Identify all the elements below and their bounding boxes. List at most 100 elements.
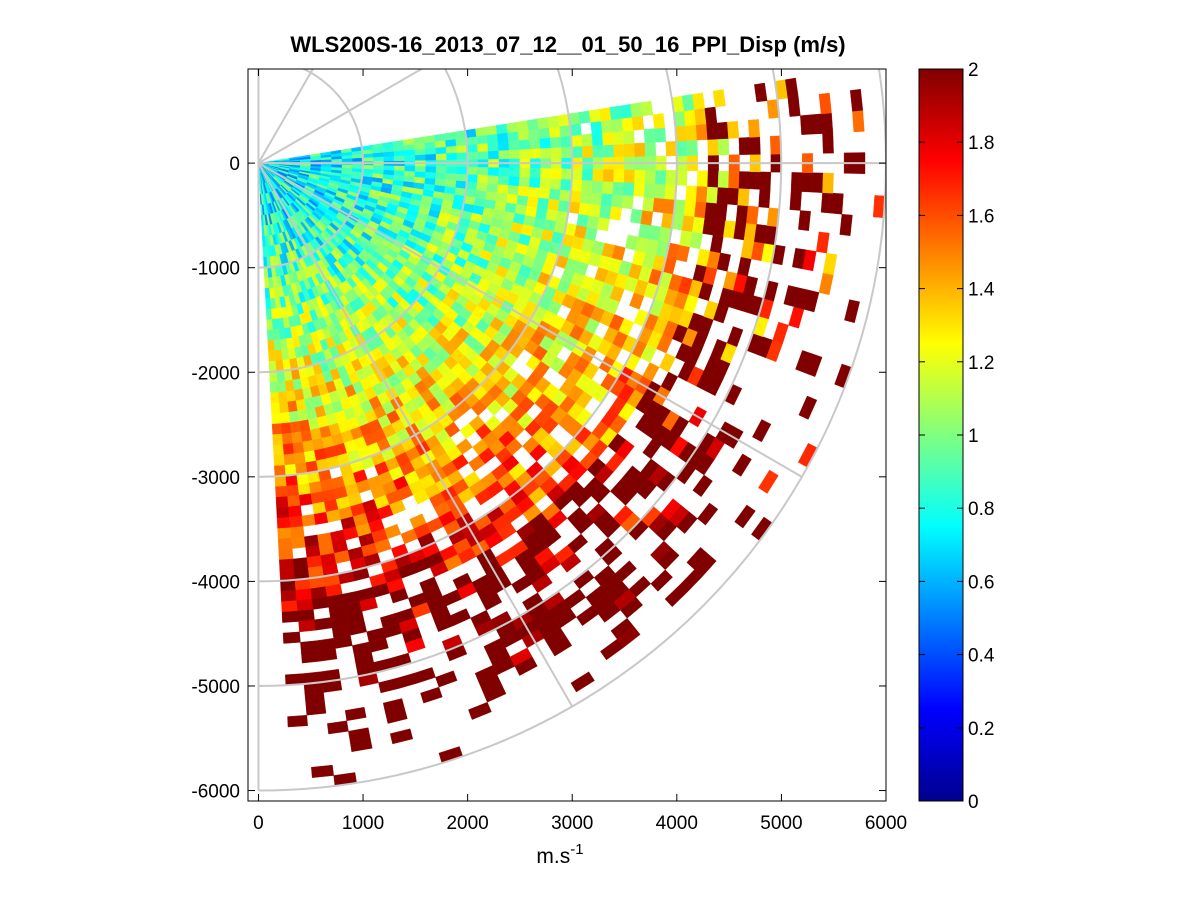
ppi-cell xyxy=(424,177,436,186)
ppi-cell xyxy=(528,186,541,198)
ppi-cell xyxy=(273,454,286,467)
ppi-cell xyxy=(712,89,726,108)
ppi-cell xyxy=(769,135,782,155)
ppi-cell xyxy=(486,133,499,144)
ppi-cell xyxy=(272,444,285,456)
ppi-cell xyxy=(413,176,426,184)
ppi-cell xyxy=(696,170,709,187)
y-tick-label: -6000 xyxy=(191,782,240,803)
ppi-cell xyxy=(785,77,799,99)
ppi-cell xyxy=(584,226,598,241)
ppi-cell xyxy=(269,381,279,394)
ppi-cell xyxy=(567,533,589,554)
ppi-cell xyxy=(477,142,489,152)
ppi-cell xyxy=(630,208,643,224)
ppi-cell xyxy=(477,166,489,176)
ppi-cell xyxy=(456,151,468,160)
ppi-cell xyxy=(716,121,729,140)
ppi-cell xyxy=(615,439,635,460)
colorbar-tick-label: 0.2 xyxy=(968,719,994,740)
ppi-cell xyxy=(320,163,332,168)
ppi-cell xyxy=(539,177,552,189)
colorbar-ticks: 0 0.2 0.4 0.6 0.8 1 1.2 1.4 1.6 1.8 2 xyxy=(919,60,995,813)
ppi-cell xyxy=(537,197,550,210)
ppi-cell xyxy=(578,110,591,124)
ppi-cell xyxy=(372,168,385,175)
ppi-cell xyxy=(822,252,838,276)
ppi-cell xyxy=(599,107,612,122)
ppi-cell xyxy=(752,419,772,443)
ppi-cell xyxy=(296,598,314,612)
ppi-cell xyxy=(404,170,416,178)
ppi-cell xyxy=(665,140,678,157)
ppi-cell xyxy=(508,140,520,151)
ppi-cell xyxy=(497,140,510,151)
ppi-cell xyxy=(548,125,561,138)
ppi-cell xyxy=(404,165,416,172)
ppi-cell xyxy=(487,166,500,176)
ppi-cell xyxy=(393,155,406,161)
azimuth-spoke xyxy=(257,69,314,164)
ppi-cell xyxy=(287,494,301,508)
ppi-cell xyxy=(465,181,478,191)
ppi-cell xyxy=(697,502,719,526)
ppi-cell xyxy=(619,103,633,119)
ppi-cell xyxy=(727,120,740,139)
ppi-cell xyxy=(560,552,582,573)
ppi-cell xyxy=(435,153,447,161)
ppi-cell xyxy=(590,120,603,135)
ppi-cell xyxy=(728,171,740,189)
ppi-cell xyxy=(393,165,406,172)
ppi-cell xyxy=(599,204,612,219)
ppi-cell xyxy=(435,172,447,180)
ppi-cell xyxy=(291,431,303,444)
ppi-cell xyxy=(276,506,290,519)
ppi-cell xyxy=(630,102,643,118)
ppi-cell xyxy=(548,188,561,201)
y-tick-label: -3000 xyxy=(191,468,240,489)
ppi-cell xyxy=(385,708,408,724)
x-axis-label-exponent: -1 xyxy=(570,841,583,858)
y-tick-label: 0 xyxy=(229,154,240,175)
ppi-cell xyxy=(286,484,300,497)
ppi-cell xyxy=(404,637,426,654)
ppi-cell xyxy=(466,143,479,153)
ppi-cell xyxy=(621,116,634,132)
ppi-cell xyxy=(675,170,688,186)
ppi-cell xyxy=(455,180,468,189)
ppi-cell xyxy=(456,166,468,175)
ppi-cell xyxy=(634,169,646,184)
ppi-cell xyxy=(704,202,718,220)
ppi-cell xyxy=(506,193,519,205)
ppi-cell xyxy=(683,200,697,217)
ppi-cell xyxy=(526,118,539,131)
ppi-cell xyxy=(654,127,667,143)
ppi-cell xyxy=(526,195,539,208)
ppi-cell xyxy=(535,207,548,220)
ppi-cell xyxy=(352,164,364,169)
ppi-cell xyxy=(359,597,378,612)
ppi-cell xyxy=(519,167,531,178)
x-tick-label: 1000 xyxy=(342,813,384,834)
ppi-cell xyxy=(749,171,761,190)
ppi-cell xyxy=(798,210,811,231)
ppi-cell xyxy=(652,197,666,214)
ppi-cell xyxy=(276,370,286,383)
ppi-cell xyxy=(539,137,552,149)
x-axis-label: m.s-1 xyxy=(536,841,583,868)
ppi-cell xyxy=(268,350,277,362)
ppi-cell xyxy=(570,671,595,693)
ppi-cell xyxy=(274,464,287,477)
colorbar-tick-label: 1.4 xyxy=(968,280,995,301)
ppi-cell xyxy=(292,557,309,570)
ppi-cell xyxy=(623,169,636,184)
x-tick-label: 5000 xyxy=(760,813,802,834)
ppi-cell xyxy=(529,148,542,159)
ppi-cell xyxy=(424,147,437,155)
ppi-cell xyxy=(362,164,374,170)
colorbar-tick-label: 0 xyxy=(968,792,979,813)
ppi-cell xyxy=(271,412,282,425)
ppi-cell xyxy=(507,131,520,142)
ppi-cell xyxy=(445,179,457,188)
ppi-cell xyxy=(839,213,853,237)
